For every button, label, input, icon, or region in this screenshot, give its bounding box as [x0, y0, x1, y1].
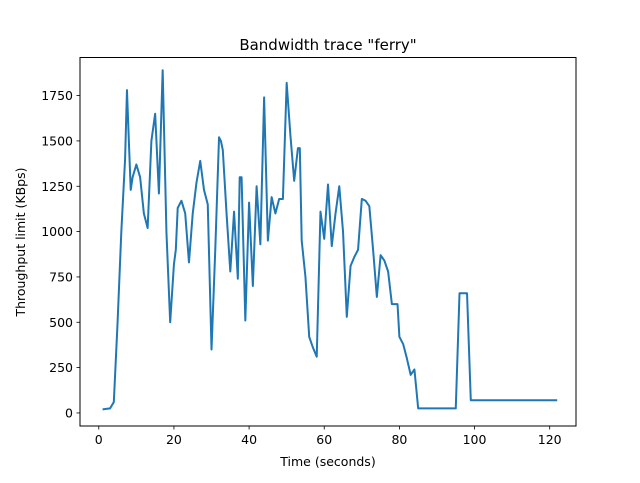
y-tick-label: 1750 — [41, 88, 73, 103]
x-tick-label: 100 — [463, 432, 487, 447]
x-tick-label: 40 — [241, 432, 257, 447]
y-axis: 0 250 500 750 1000 1250 1500 1750 — [41, 88, 80, 420]
y-tick-label: 1500 — [41, 133, 73, 148]
y-tick-label: 500 — [49, 315, 73, 330]
y-tick-label: 250 — [49, 360, 73, 375]
y-tick-label: 750 — [49, 269, 73, 284]
x-tick-label: 120 — [538, 432, 562, 447]
x-tick-label: 0 — [95, 432, 103, 447]
y-axis-label: Throughput limit (KBps) — [13, 167, 28, 317]
plot-frame — [79, 57, 577, 427]
x-tick-label: 20 — [166, 432, 182, 447]
chart-title: Bandwidth trace "ferry" — [239, 36, 416, 54]
x-axis-label: Time (seconds) — [279, 454, 375, 469]
y-tick-label: 0 — [65, 405, 73, 420]
x-tick-label: 80 — [391, 432, 407, 447]
y-tick-label: 1250 — [41, 179, 73, 194]
x-axis: 0 20 40 60 80 100 120 — [95, 426, 562, 447]
series-line — [102, 69, 558, 411]
x-tick-label: 60 — [316, 432, 332, 447]
y-tick-label: 1000 — [41, 224, 73, 239]
